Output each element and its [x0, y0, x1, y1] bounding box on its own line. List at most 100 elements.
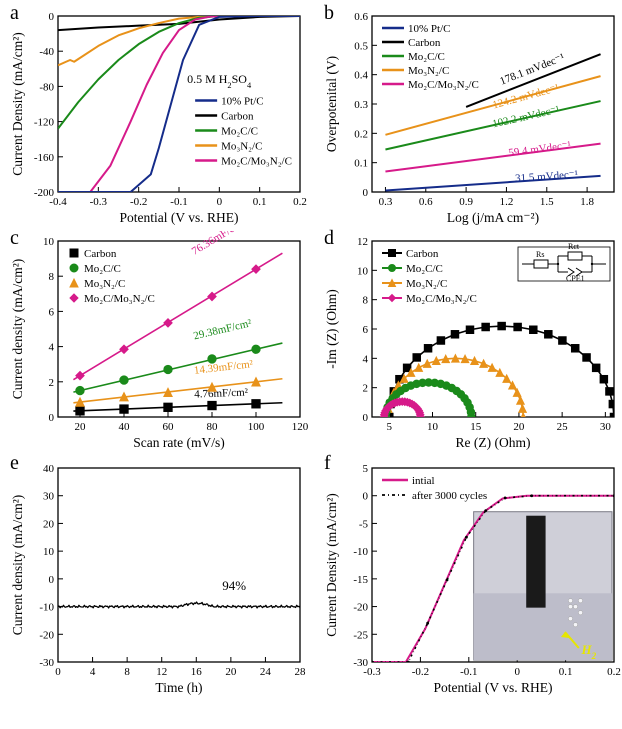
svg-text:-0.1: -0.1 [460, 666, 477, 678]
svg-text:0.9: 0.9 [459, 196, 473, 208]
svg-text:1.5: 1.5 [540, 196, 554, 208]
svg-text:Carbon: Carbon [408, 37, 441, 49]
svg-text:20: 20 [225, 666, 237, 678]
svg-text:Mo₃N₂/C: Mo₃N₂/C [406, 278, 447, 290]
svg-text:4: 4 [49, 342, 55, 354]
svg-text:12: 12 [357, 236, 368, 248]
svg-text:40: 40 [119, 421, 131, 433]
svg-text:-20: -20 [353, 602, 368, 614]
svg-text:Current Density (mA/cm²): Current Density (mA/cm²) [324, 493, 339, 637]
svg-text:100: 100 [248, 421, 265, 433]
svg-text:-10: -10 [39, 602, 54, 614]
svg-text:-30: -30 [353, 657, 368, 669]
panel-f: f -0.3-0.2-0.100.10.2-30-25-20-15-10-505… [314, 450, 622, 700]
svg-text:Potential (V vs. RHE): Potential (V vs. RHE) [120, 210, 239, 225]
svg-text:14.39mF/cm²: 14.39mF/cm² [193, 358, 254, 377]
svg-text:0.6: 0.6 [354, 11, 368, 23]
svg-text:Mo₂C/Mo₃N₂/C: Mo₂C/Mo₃N₂/C [84, 293, 155, 305]
svg-text:intial: intial [412, 475, 435, 487]
svg-text:29.38mF/cm²: 29.38mF/cm² [192, 317, 253, 342]
panel-label-f: f [324, 452, 331, 475]
svg-text:-25: -25 [353, 629, 368, 641]
svg-text:60: 60 [163, 421, 175, 433]
svg-text:8: 8 [49, 271, 55, 283]
svg-text:25: 25 [557, 421, 569, 433]
svg-text:-40: -40 [39, 46, 54, 58]
svg-text:0.4: 0.4 [354, 70, 368, 82]
svg-text:0.2: 0.2 [354, 128, 368, 140]
svg-text:-15: -15 [353, 574, 368, 586]
svg-text:80: 80 [207, 421, 219, 433]
svg-text:-80: -80 [39, 81, 54, 93]
svg-text:0.5 M H2SO4: 0.5 M H2SO4 [187, 72, 252, 90]
svg-text:4: 4 [90, 666, 96, 678]
svg-text:94%: 94% [222, 578, 246, 593]
svg-text:30: 30 [43, 491, 55, 503]
chart-f: -0.3-0.2-0.100.10.2-30-25-20-15-10-505Po… [322, 456, 622, 696]
svg-text:Mo₂C/C: Mo₂C/C [221, 125, 258, 137]
svg-text:28: 28 [295, 666, 307, 678]
svg-text:-0.3: -0.3 [90, 196, 108, 208]
svg-text:20: 20 [513, 421, 525, 433]
svg-text:6: 6 [363, 324, 369, 336]
svg-text:0.2: 0.2 [607, 666, 621, 678]
svg-text:0: 0 [217, 196, 223, 208]
svg-text:-Im (Z) (Ohm): -Im (Z) (Ohm) [324, 289, 339, 368]
panel-label-d: d [324, 227, 334, 250]
svg-text:Potential (V vs. RHE): Potential (V vs. RHE) [434, 680, 553, 695]
svg-text:30: 30 [600, 421, 612, 433]
svg-text:1.8: 1.8 [580, 196, 594, 208]
svg-text:Overpotenital (V): Overpotenital (V) [324, 56, 339, 152]
svg-text:31.5 mVdec⁻¹: 31.5 mVdec⁻¹ [515, 169, 579, 185]
chart-c: 204060801001200246810Scan rate (mV/s)Cur… [8, 231, 308, 451]
svg-text:Mo₃N₂/C: Mo₃N₂/C [221, 140, 262, 152]
svg-text:0: 0 [363, 187, 369, 199]
svg-text:59.4 mVdec⁻¹: 59.4 mVdec⁻¹ [508, 139, 572, 159]
svg-text:Mo₂C/Mo₃N₂/C: Mo₂C/Mo₃N₂/C [406, 293, 477, 305]
svg-text:Re (Z) (Ohm): Re (Z) (Ohm) [456, 435, 531, 450]
svg-text:Carbon: Carbon [406, 248, 439, 260]
svg-text:8: 8 [363, 295, 369, 307]
svg-text:-0.2: -0.2 [130, 196, 147, 208]
svg-text:-5: -5 [359, 518, 369, 530]
svg-text:16: 16 [191, 666, 203, 678]
panel-label-b: b [324, 2, 334, 25]
svg-text:0.6: 0.6 [419, 196, 433, 208]
panel-a: a -0.4-0.3-0.2-0.100.10.20-40-80-120-160… [0, 0, 314, 225]
svg-text:0.1: 0.1 [559, 666, 573, 678]
svg-text:0.1: 0.1 [253, 196, 267, 208]
chart-b: 0.30.60.91.21.51.800.10.20.30.40.50.6Log… [322, 6, 622, 226]
svg-text:8: 8 [124, 666, 130, 678]
svg-text:12: 12 [156, 666, 167, 678]
panel-label-e: e [10, 452, 19, 475]
panel-c: c 204060801001200246810Scan rate (mV/s)C… [0, 225, 314, 450]
svg-text:Current density (mA/cm²): Current density (mA/cm²) [10, 495, 25, 636]
panel-label-a: a [10, 2, 19, 25]
svg-text:0: 0 [49, 574, 55, 586]
svg-text:after 3000 cycles: after 3000 cycles [412, 490, 487, 502]
svg-text:-20: -20 [39, 629, 54, 641]
svg-text:2: 2 [363, 383, 369, 395]
panel-e: e 0481216202428-30-20-10010203040Time (h… [0, 450, 314, 700]
svg-text:Mo₃N₂/C: Mo₃N₂/C [408, 65, 449, 77]
svg-text:120: 120 [292, 421, 308, 433]
svg-text:10: 10 [427, 421, 439, 433]
svg-text:Log (j/mA cm⁻²): Log (j/mA cm⁻²) [447, 210, 539, 225]
svg-text:0.5: 0.5 [354, 40, 368, 52]
svg-text:0.1: 0.1 [354, 158, 368, 170]
svg-text:Rct: Rct [568, 242, 580, 251]
svg-text:40: 40 [43, 463, 55, 475]
svg-text:20: 20 [75, 421, 87, 433]
svg-text:Current density (mA/cm²): Current density (mA/cm²) [10, 259, 25, 400]
svg-text:Mo₂C/C: Mo₂C/C [406, 263, 443, 275]
svg-text:-10: -10 [353, 546, 368, 558]
svg-text:0: 0 [55, 666, 61, 678]
svg-text:Carbon: Carbon [84, 248, 117, 260]
svg-text:2: 2 [49, 377, 55, 389]
svg-text:Current Density (mA/cm²): Current Density (mA/cm²) [10, 32, 25, 176]
svg-text:CPE1: CPE1 [566, 274, 585, 283]
chart-e: 0481216202428-30-20-10010203040Time (h)C… [8, 456, 308, 696]
svg-text:10% Pt/C: 10% Pt/C [408, 23, 450, 35]
svg-text:0: 0 [49, 11, 55, 23]
svg-text:24: 24 [260, 666, 272, 678]
